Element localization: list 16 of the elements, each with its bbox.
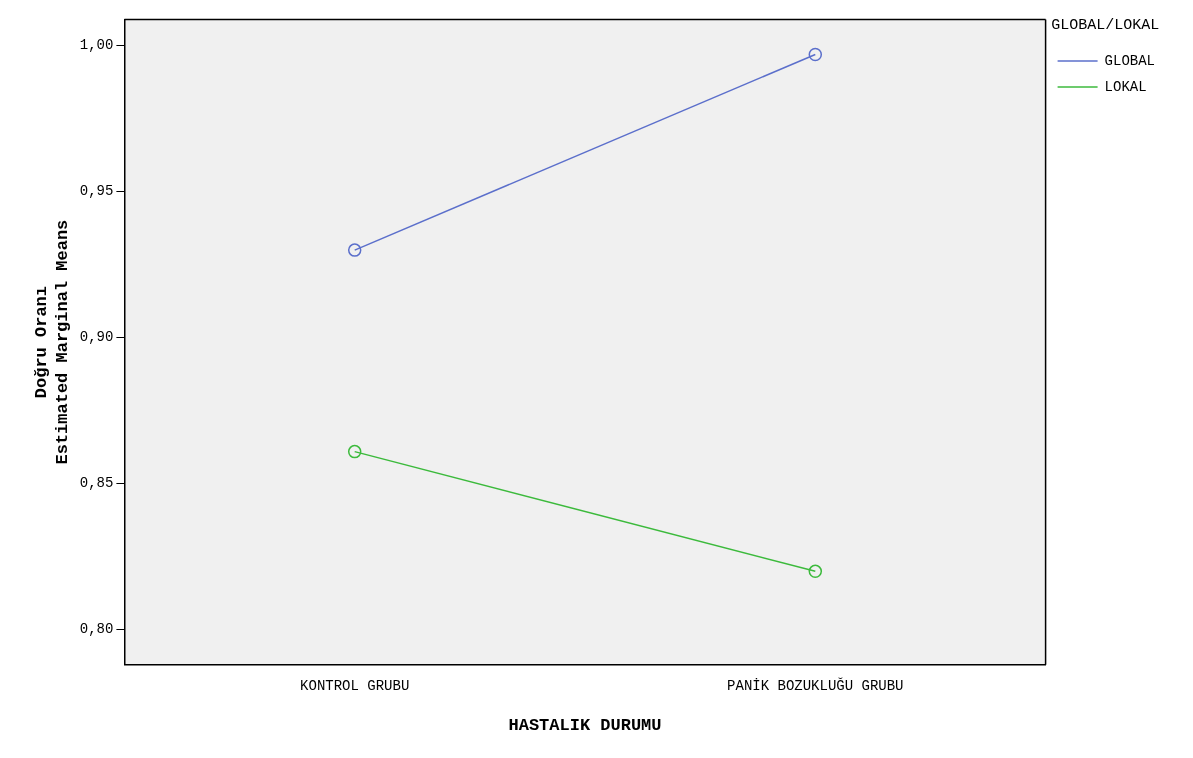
y-tick-label: 0,80 (79, 621, 114, 638)
y-tick-label: 0,95 (79, 183, 114, 200)
point (347, 243, 362, 257)
point (808, 47, 823, 62)
y-tick-label: 0,90 (79, 329, 114, 346)
legend-label: LOKAL (1104, 78, 1147, 95)
x-tick-label: PANİK BOZUKLUĞU GRUBU (727, 676, 904, 694)
legend-title: GLOBAL/LOKAL (1051, 17, 1160, 35)
y-axis-title: Doğru Oranı Estimated Marginal Means (32, 219, 72, 465)
y-tick-label: 1,00 (79, 37, 114, 54)
point (347, 444, 362, 459)
x-tick-label: KONTROL GRUBU (300, 677, 410, 694)
point (808, 564, 823, 579)
y-tick-label: 0,85 (79, 475, 114, 492)
legend-label: GLOBAL (1104, 52, 1156, 69)
x-axis-title: HASTALIK DURUMU (508, 716, 662, 736)
